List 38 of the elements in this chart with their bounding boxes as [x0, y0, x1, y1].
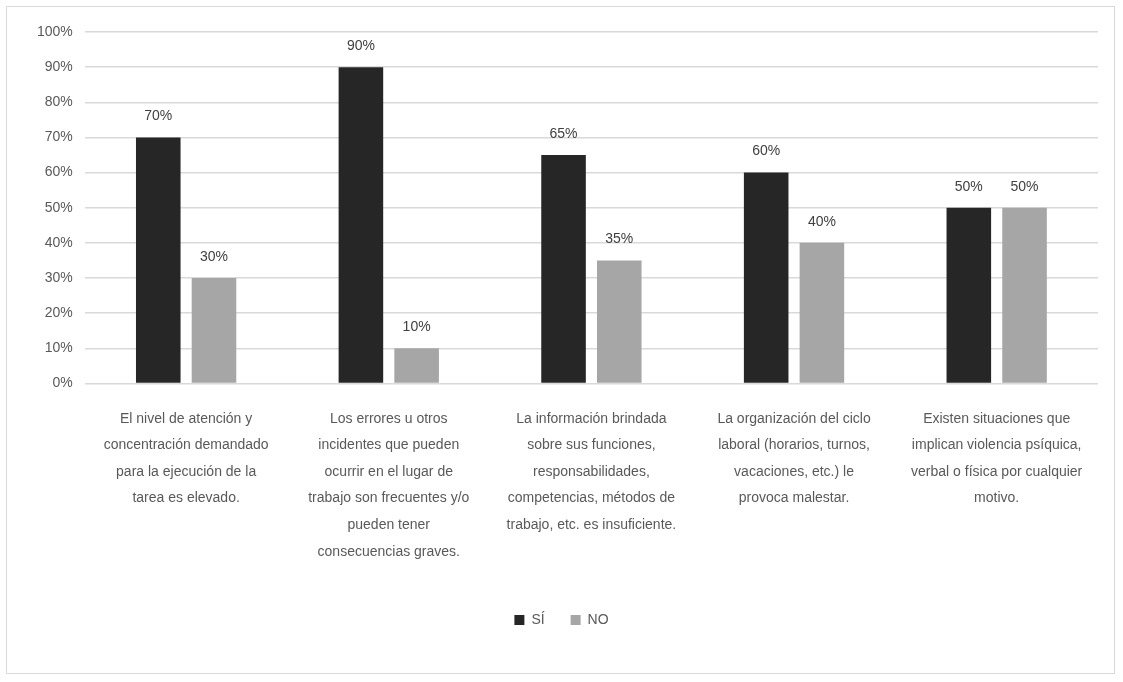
y-tick-label: 80%: [44, 93, 73, 110]
bar: [743, 172, 789, 383]
y-tick-label: 20%: [44, 303, 73, 320]
x-tick-label: La información brindada sobre sus funciones, responsabilidades, competencias, métodos de trabajo, etc. es insuficiente.: [506, 409, 677, 532]
y-tick-label: 50%: [44, 198, 73, 215]
bar: [946, 207, 992, 383]
data-label: 40%: [807, 212, 836, 229]
data-label: 65%: [549, 124, 578, 141]
x-tick-label: Los errores u otros incidentes que pueden ocurrir en el lugar de trabajo son frecuentes y/o pueden tener consecuencias graves.: [308, 409, 470, 559]
data-label: 10%: [402, 318, 431, 335]
y-tick-label: 100%: [36, 22, 73, 39]
bar: [191, 277, 237, 383]
bar: [596, 260, 642, 383]
y-tick-label: 90%: [44, 58, 73, 74]
data-label: 30%: [199, 247, 228, 264]
data-label: 50%: [1010, 177, 1039, 194]
x-tick-label: La organización del ciclo laboral (horarios, turnos, vacaciones, etc.) le provoca malestar.: [717, 409, 871, 506]
data-label: 70%: [144, 107, 173, 124]
legend-label: SÍ: [531, 610, 545, 627]
bar: [338, 67, 384, 383]
bar: [799, 242, 845, 383]
data-label: 35%: [605, 230, 634, 247]
data-label: 60%: [752, 142, 781, 159]
bar: [394, 348, 439, 383]
y-tick-label: 60%: [44, 163, 73, 180]
x-tick-label: El nivel de atención y concentración demandado para la ejecución de la tarea es elevado.: [103, 409, 269, 506]
y-tick-label: 10%: [44, 339, 73, 356]
x-tick-label: Existen situaciones que implican violencia psíquica, verbal o física por cualquier motivo.: [911, 409, 1083, 506]
data-label: 50%: [954, 177, 983, 194]
legend-label: NO: [587, 610, 609, 627]
y-tick-label: 0%: [52, 374, 73, 391]
y-tick-label: 30%: [44, 268, 73, 285]
y-tick-label: 70%: [44, 128, 73, 145]
data-label: 90%: [346, 37, 375, 53]
bar: [135, 137, 181, 383]
y-tick-label: 40%: [44, 233, 73, 250]
bar: [541, 154, 586, 383]
bar: [1002, 207, 1047, 383]
